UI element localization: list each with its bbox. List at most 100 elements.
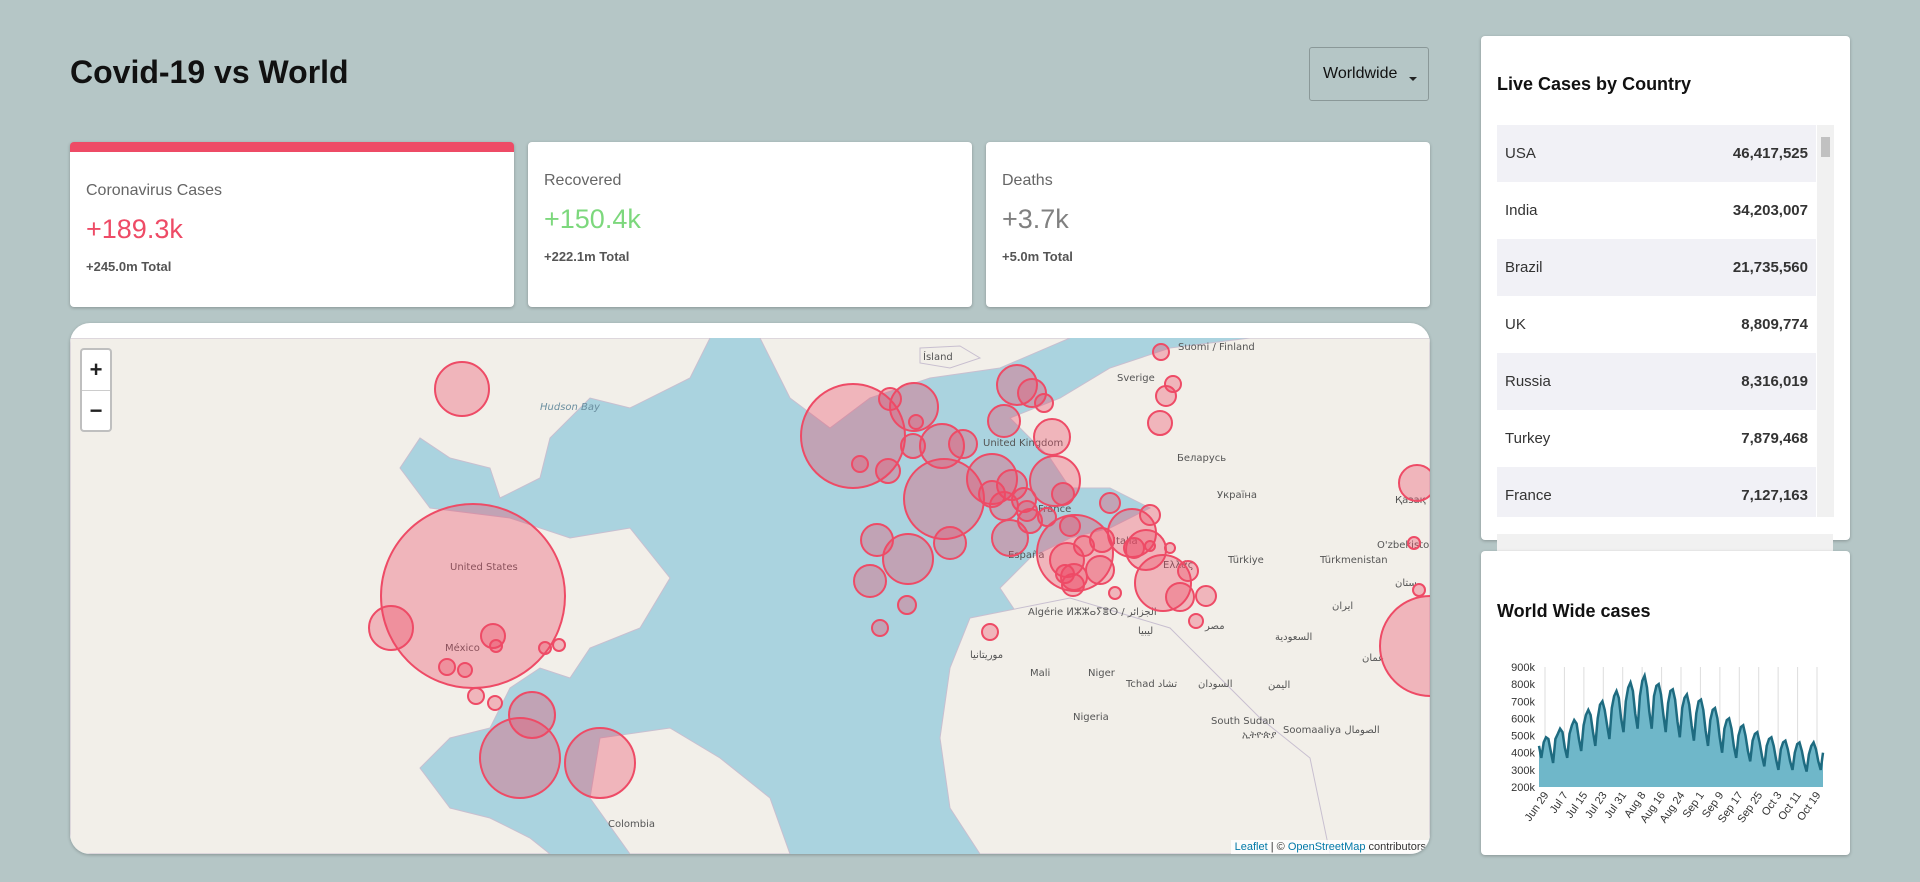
case-circle[interactable] <box>1144 540 1156 552</box>
case-circle[interactable] <box>380 503 566 689</box>
map-label: Soomaaliya الصومال <box>1283 725 1380 736</box>
case-circle[interactable] <box>981 623 999 641</box>
map-label: مصر <box>1204 621 1225 632</box>
case-circle[interactable] <box>489 639 503 653</box>
world-map[interactable]: United States México Hudson Bay Ísland S… <box>70 338 1430 854</box>
y-tick-label: 200k <box>1511 782 1535 794</box>
case-circle[interactable] <box>1029 455 1081 507</box>
live-cases-card: Live Cases by Country USA 46,417,525 Indi… <box>1481 36 1850 551</box>
case-circle[interactable] <box>1147 410 1173 436</box>
case-circle[interactable] <box>1152 343 1170 361</box>
case-circle[interactable] <box>1089 527 1115 553</box>
country-select[interactable]: Worldwide <box>1309 47 1429 101</box>
map-canvas[interactable]: United States México Hudson Bay Ísland S… <box>70 338 1430 854</box>
case-circle[interactable] <box>1033 418 1071 456</box>
case-circle[interactable] <box>897 595 917 615</box>
country-name: India <box>1505 202 1538 219</box>
map-label: France <box>1038 504 1071 515</box>
case-circle[interactable] <box>552 638 566 652</box>
case-circle[interactable] <box>853 564 887 598</box>
map-label: Ísland <box>923 350 953 363</box>
case-circle[interactable] <box>438 658 456 676</box>
table-row: Brazil 21,735,560 <box>1497 239 1816 296</box>
case-circle[interactable] <box>1123 537 1145 559</box>
live-cases-table[interactable]: USA 46,417,525 India 34,203,007 Brazil 21,7… <box>1497 125 1816 517</box>
case-circle[interactable] <box>989 491 1019 521</box>
map-label: O'zbekiston <box>1377 540 1430 551</box>
case-circle[interactable] <box>882 533 934 585</box>
case-circle[interactable] <box>878 387 902 411</box>
case-circle[interactable] <box>978 480 1006 508</box>
case-circle[interactable] <box>933 526 967 560</box>
case-circle[interactable] <box>1398 464 1430 502</box>
stat-total: +5.0m Total <box>1002 249 1073 264</box>
case-circle[interactable] <box>1060 563 1088 591</box>
case-circle[interactable] <box>1134 554 1192 612</box>
case-circle[interactable] <box>1165 582 1195 612</box>
stat-card-cases[interactable]: Coronavirus Cases +189.3k +245.0m Total <box>70 142 514 307</box>
map-attribution: Leaflet | © OpenStreetMap contributors <box>1230 840 1430 854</box>
case-circle[interactable] <box>564 727 636 799</box>
world-cases-card: World Wide cases 900k 800k 700k 600k 500k 400… <box>1481 551 1850 855</box>
case-circle[interactable] <box>903 458 985 540</box>
case-circle[interactable] <box>1017 378 1047 408</box>
attribution-tail: contributors <box>1365 841 1426 853</box>
case-circle[interactable] <box>480 623 506 649</box>
land-africa <box>939 597 1331 854</box>
scrollbar-thumb[interactable] <box>1821 137 1830 157</box>
map-label: ليبيا <box>1138 626 1153 637</box>
stat-card-recovered[interactable]: Recovered +150.4k +222.1m Total <box>528 142 972 307</box>
case-circle[interactable] <box>871 619 889 637</box>
case-circle[interactable] <box>487 695 503 711</box>
case-circle[interactable] <box>434 361 490 417</box>
case-circle[interactable] <box>1164 542 1176 554</box>
case-circle[interactable] <box>538 641 552 655</box>
case-circle[interactable] <box>479 717 561 799</box>
osm-link[interactable]: OpenStreetMap <box>1287 841 1366 853</box>
y-tick-label: 800k <box>1511 679 1535 691</box>
country-cases: 8,809,774 <box>1741 316 1808 333</box>
map-label: Hudson Bay <box>540 402 601 413</box>
chart-title: World Wide cases <box>1497 601 1651 621</box>
stat-card-deaths[interactable]: Deaths +3.7k +5.0m Total <box>986 142 1430 307</box>
case-circle[interactable] <box>900 433 926 459</box>
map-label: Algérie ⵍⵣⵣⴰⵢⴻⵔ / الجزائر <box>1028 606 1157 618</box>
stat-total: +222.1m Total <box>544 249 630 264</box>
stat-value: +189.3k <box>86 214 183 244</box>
case-circle[interactable] <box>368 605 414 651</box>
case-circle[interactable] <box>1188 613 1204 629</box>
case-circle[interactable] <box>908 414 924 430</box>
case-circle[interactable] <box>991 519 1029 557</box>
case-circle[interactable] <box>1034 393 1054 413</box>
zoom-in-button[interactable]: + <box>89 357 103 382</box>
zoom-out-button[interactable]: − <box>82 390 110 430</box>
case-circle[interactable] <box>1412 583 1426 597</box>
horizontal-scrollbar[interactable] <box>1497 534 1833 551</box>
map-label: Україна <box>1217 490 1257 501</box>
case-circle[interactable] <box>987 404 1021 438</box>
case-circle[interactable] <box>875 458 901 484</box>
case-circle[interactable] <box>457 662 473 678</box>
case-circle[interactable] <box>889 382 939 432</box>
leaflet-link[interactable]: Leaflet <box>1234 841 1268 853</box>
country-name: UK <box>1505 316 1526 333</box>
map-label: Беларусь <box>1177 453 1226 464</box>
case-circle[interactable] <box>1164 375 1182 393</box>
case-circle[interactable] <box>1407 536 1421 550</box>
vertical-scrollbar[interactable] <box>1817 125 1834 517</box>
country-name: Turkey <box>1505 430 1551 447</box>
case-circle[interactable] <box>1195 585 1217 607</box>
case-circle[interactable] <box>851 455 869 473</box>
case-circle[interactable] <box>1177 560 1199 582</box>
case-circle[interactable] <box>1099 492 1121 514</box>
case-circle[interactable] <box>1139 504 1161 526</box>
case-circle[interactable] <box>996 364 1038 406</box>
case-circle[interactable] <box>1051 482 1075 506</box>
case-circle[interactable] <box>467 687 485 705</box>
case-circle[interactable] <box>948 429 978 459</box>
land-iceland <box>919 345 982 369</box>
case-circle[interactable] <box>1108 586 1122 600</box>
case-circle[interactable] <box>1379 595 1430 697</box>
country-select-value: Worldwide <box>1323 65 1398 82</box>
